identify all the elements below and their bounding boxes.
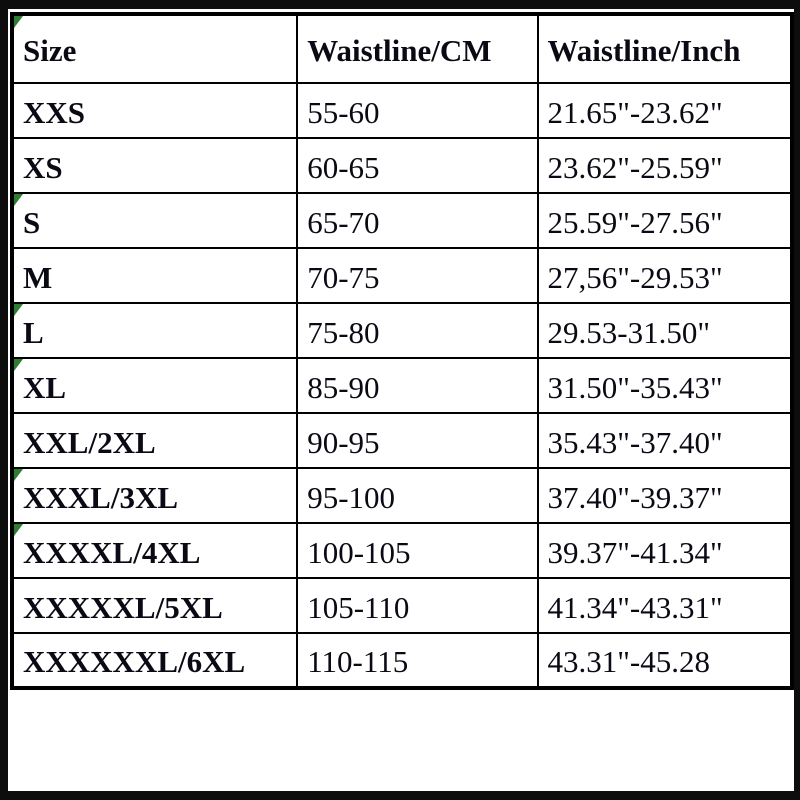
table-row: L 75-80 29.53-31.50" [10,302,793,359]
size-cell: M [10,247,299,304]
waistline-cm-cell: 70-75 [296,247,539,304]
waistline-cm-cell-label: 70-75 [307,259,380,295]
waistline-cm-cell: 75-80 [296,302,539,359]
header-cell-waistline-inch: Waistline/Inch [536,13,793,84]
cell-corner-marker-icon [14,525,23,536]
size-cell-label: XXL/2XL [23,424,156,460]
waistline-cm-cell-label: 60-65 [307,149,380,185]
waistline-cm-cell-label: 75-80 [307,314,380,350]
size-cell-label: XXXL/3XL [23,479,179,515]
waistline-inch-cell: 35.43"-37.40" [536,412,793,469]
waistline-inch-cell-label: 35.43"-37.40" [547,424,723,460]
waistline-inch-cell: 27,56"-29.53" [536,247,793,304]
cell-corner-marker-icon [14,195,23,206]
waistline-cm-cell: 60-65 [296,137,539,194]
size-cell-label: XL [23,369,67,405]
cell-corner-marker-icon [14,470,23,481]
table-row: XXXXXXL/6XL 110-115 43.31"-45.28 [10,632,793,689]
size-cell: XXXXXL/5XL [10,577,299,634]
waistline-cm-cell-label: 55-60 [307,94,380,130]
waistline-inch-cell: 21.65"-23.62" [536,82,793,139]
waistline-inch-cell: 41.34"-43.31" [536,577,793,634]
waistline-cm-cell-label: 65-70 [307,204,380,240]
table-row: XXS 55-60 21.65"-23.62" [10,82,793,139]
table-row: XXXXXL/5XL 105-110 41.34"-43.31" [10,577,793,634]
size-cell: XXXXXXL/6XL [10,632,299,689]
size-chart-table: Size Waistline/CM Waistline/Inch XXS 55-6… [10,12,794,690]
header-cell-size: Size [10,13,299,84]
waistline-cm-cell-label: 85-90 [307,369,380,405]
waistline-inch-cell-label: 37.40"-39.37" [547,479,723,515]
waistline-cm-cell-label: 95-100 [307,479,396,515]
waistline-cm-cell: 85-90 [296,357,539,414]
waistline-inch-cell-label: 25.59"-27.56" [547,204,723,240]
table-row: XL 85-90 31.50"-35.43" [10,357,793,414]
waistline-cm-cell-label: 100-105 [307,534,411,570]
size-cell-label: XXXXXL/5XL [23,589,223,625]
header-label-size: Size [23,33,77,68]
table-body: XXS 55-60 21.65"-23.62" XS 60-65 23.62"-25.59… [10,82,793,689]
header-cell-waistline-cm: Waistline/CM [296,13,539,84]
waistline-inch-cell-label: 41.34"-43.31" [547,589,723,625]
table-row: XS 60-65 23.62"-25.59" [10,137,793,194]
size-cell: XL [10,357,299,414]
table-panel: Size Waistline/CM Waistline/Inch XXS 55-6… [8,9,794,791]
waistline-inch-cell-label: 27,56"-29.53" [547,259,723,295]
table-row: XXL/2XL 90-95 35.43"-37.40" [10,412,793,469]
table-row: S 65-70 25.59"-27.56" [10,192,793,249]
cell-corner-marker-icon [14,360,23,371]
size-cell-label: XXXXXXL/6XL [23,644,246,679]
header-row: Size Waistline/CM Waistline/Inch [10,13,793,84]
size-cell: XS [10,137,299,194]
waistline-cm-cell: 55-60 [296,82,539,139]
cell-corner-marker-icon [14,16,23,28]
waistline-inch-cell-label: 29.53-31.50" [547,314,710,350]
waistline-inch-cell: 43.31"-45.28 [536,632,793,689]
size-cell-label: L [23,314,44,350]
waistline-inch-cell: 31.50"-35.43" [536,357,793,414]
table-row: M 70-75 27,56"-29.53" [10,247,793,304]
size-cell-label: XXS [23,94,86,130]
table-header: Size Waistline/CM Waistline/Inch [10,13,793,84]
waistline-inch-cell: 25.59"-27.56" [536,192,793,249]
cell-corner-marker-icon [14,305,23,316]
waistline-inch-cell: 29.53-31.50" [536,302,793,359]
size-cell-label: XXXXL/4XL [23,534,201,570]
waistline-cm-cell: 110-115 [296,632,539,689]
waistline-cm-cell: 105-110 [296,577,539,634]
size-cell: XXS [10,82,299,139]
waistline-cm-cell-label: 105-110 [307,589,410,625]
waistline-cm-cell: 95-100 [296,467,539,524]
size-cell: S [10,192,299,249]
waistline-inch-cell-label: 31.50"-35.43" [547,369,723,405]
header-label-waistline-cm: Waistline/CM [307,33,492,68]
table-row: XXXL/3XL 95-100 37.40"-39.37" [10,467,793,524]
table-row: XXXXL/4XL 100-105 39.37"-41.34" [10,522,793,579]
waistline-cm-cell: 65-70 [296,192,539,249]
waistline-inch-cell: 37.40"-39.37" [536,467,793,524]
waistline-inch-cell: 23.62"-25.59" [536,137,793,194]
waistline-cm-cell-label: 110-115 [307,644,409,679]
waistline-inch-cell-label: 43.31"-45.28 [547,644,710,679]
waistline-inch-cell: 39.37"-41.34" [536,522,793,579]
size-cell: L [10,302,299,359]
waistline-inch-cell-label: 39.37"-41.34" [547,534,723,570]
size-cell: XXXL/3XL [10,467,299,524]
size-cell: XXXXL/4XL [10,522,299,579]
size-cell-label: M [23,259,53,295]
waistline-cm-cell: 100-105 [296,522,539,579]
header-label-waistline-inch: Waistline/Inch [547,33,741,68]
waistline-cm-cell: 90-95 [296,412,539,469]
waistline-cm-cell-label: 90-95 [307,424,380,460]
waistline-inch-cell-label: 21.65"-23.62" [547,94,723,130]
size-cell-label: S [23,204,41,240]
waistline-inch-cell-label: 23.62"-25.59" [547,149,723,185]
size-cell: XXL/2XL [10,412,299,469]
size-cell-label: XS [23,149,63,185]
